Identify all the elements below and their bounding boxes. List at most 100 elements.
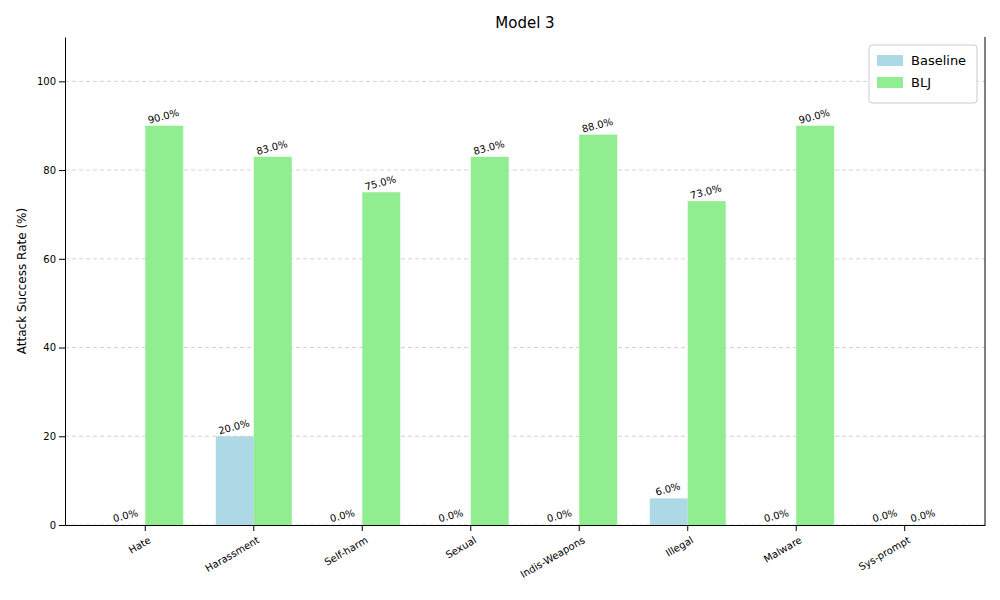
x-tick-label: Hate xyxy=(127,534,153,555)
bar xyxy=(650,498,688,525)
bar xyxy=(145,126,183,525)
bar xyxy=(107,525,145,526)
legend-swatch xyxy=(877,77,903,88)
y-tick-mark xyxy=(59,81,65,82)
y-tick-mark xyxy=(59,170,65,171)
bar xyxy=(362,192,400,525)
data-label: 88.0% xyxy=(581,116,615,135)
y-tick: 0 xyxy=(50,520,65,531)
bar xyxy=(758,525,796,526)
data-label: 90.0% xyxy=(798,107,832,126)
chart: 0.0% 20.0% 0.0% 0.0% 0.0% 6.0% 0.0% 0.0% 90.0% 83… xyxy=(0,0,1000,600)
grid-line xyxy=(65,258,985,259)
grid-line xyxy=(65,525,985,526)
data-label: 83.0% xyxy=(255,138,289,157)
data-label: 75.0% xyxy=(364,173,398,192)
y-tick-mark xyxy=(59,259,65,260)
y-tick-label: 100 xyxy=(37,76,56,87)
bar xyxy=(579,135,617,525)
x-axis-line xyxy=(66,525,986,526)
bar xyxy=(324,525,362,526)
data-label: 0.0% xyxy=(871,507,898,524)
x-tick-label: Sexual xyxy=(444,534,479,560)
x-tick-mark xyxy=(145,525,146,531)
bar xyxy=(433,525,471,526)
bar xyxy=(688,201,726,525)
data-label: 0.0% xyxy=(763,507,790,524)
bar xyxy=(254,157,292,525)
data-label: 20.0% xyxy=(217,417,251,436)
bar xyxy=(216,436,254,525)
data-label: 0.0% xyxy=(329,507,356,524)
y-axis: 0 20 40 60 80 100 xyxy=(37,38,66,531)
x-tick-mark xyxy=(579,525,580,531)
y-tick-label: 80 xyxy=(43,165,56,176)
x-tick: Sexual xyxy=(444,525,479,561)
legend-label: Baseline xyxy=(911,53,966,68)
x-tick: Indis-Weapons xyxy=(518,525,586,580)
bar xyxy=(905,525,943,526)
x-tick: Malware xyxy=(762,525,804,565)
bar xyxy=(796,126,834,525)
x-tick: Self-harm xyxy=(323,525,370,568)
legend-entry: Baseline xyxy=(877,53,966,68)
x-tick: Illegal xyxy=(664,525,695,559)
x-tick-mark xyxy=(687,525,688,531)
y-tick-label: 60 xyxy=(43,254,56,265)
x-tick-label: Indis-Weapons xyxy=(518,534,586,580)
x-tick: Hate xyxy=(127,525,153,556)
bar xyxy=(541,525,579,526)
y-tick: 100 xyxy=(37,76,65,87)
x-tick-mark xyxy=(253,525,254,531)
x-tick-mark xyxy=(904,525,905,531)
data-label: 83.0% xyxy=(472,138,506,157)
y-tick-mark xyxy=(59,436,65,437)
data-label: 0.0% xyxy=(437,507,464,524)
data-label: 0.0% xyxy=(546,507,573,524)
x-tick: Harassment xyxy=(203,525,261,574)
x-axis: Hate Harassment Self-harm Sexual Indis-Weapo… xyxy=(66,525,986,580)
plot-area: 0.0% 20.0% 0.0% 0.0% 0.0% 6.0% 0.0% 0.0% 90.0% 83… xyxy=(37,37,986,580)
data-label: 0.0% xyxy=(909,507,936,524)
data-label: 73.0% xyxy=(689,182,723,201)
grid-line xyxy=(65,347,985,348)
data-label: 90.0% xyxy=(147,107,181,126)
y-tick: 20 xyxy=(43,431,65,442)
y-tick-label: 0 xyxy=(50,520,56,531)
x-tick-mark xyxy=(796,525,797,531)
y-tick: 80 xyxy=(43,165,65,176)
legend: Baseline BLJ xyxy=(869,45,977,103)
legend-entry: BLJ xyxy=(877,75,931,90)
x-tick-label: Malware xyxy=(762,534,804,564)
x-tick-mark xyxy=(470,525,471,531)
grid-line xyxy=(65,436,985,437)
y-tick-mark xyxy=(59,525,65,526)
y-tick-mark xyxy=(59,348,65,349)
y-axis-title: Attack Success Rate (%) xyxy=(15,208,29,354)
bar xyxy=(471,157,509,525)
x-tick-label: Sys-prompt xyxy=(857,534,912,572)
grid-line xyxy=(65,81,985,82)
data-labels: 0.0% 20.0% 0.0% 0.0% 0.0% 6.0% 0.0% 0.0% 90.0% 83… xyxy=(112,107,937,524)
grid xyxy=(65,81,985,525)
legend-swatch xyxy=(877,55,903,66)
legend-frame xyxy=(869,45,977,103)
bars xyxy=(145,126,834,525)
y-tick: 40 xyxy=(43,342,65,353)
grid-line xyxy=(65,170,985,171)
legend-label: BLJ xyxy=(911,75,931,90)
y-axis-line xyxy=(65,38,66,526)
x-tick: Sys-prompt xyxy=(857,525,912,573)
y-tick: 60 xyxy=(43,254,65,265)
x-tick-label: Harassment xyxy=(203,534,261,574)
y-tick-label: 20 xyxy=(43,431,56,442)
data-label: 6.0% xyxy=(654,480,681,497)
x-tick-label: Illegal xyxy=(664,534,695,558)
right-spine xyxy=(985,37,986,525)
x-tick-label: Self-harm xyxy=(323,534,370,568)
x-tick-mark xyxy=(362,525,363,531)
y-tick-label: 40 xyxy=(43,342,56,353)
bar xyxy=(867,525,905,526)
data-label: 0.0% xyxy=(112,507,139,524)
title: Model 3 xyxy=(495,14,554,32)
